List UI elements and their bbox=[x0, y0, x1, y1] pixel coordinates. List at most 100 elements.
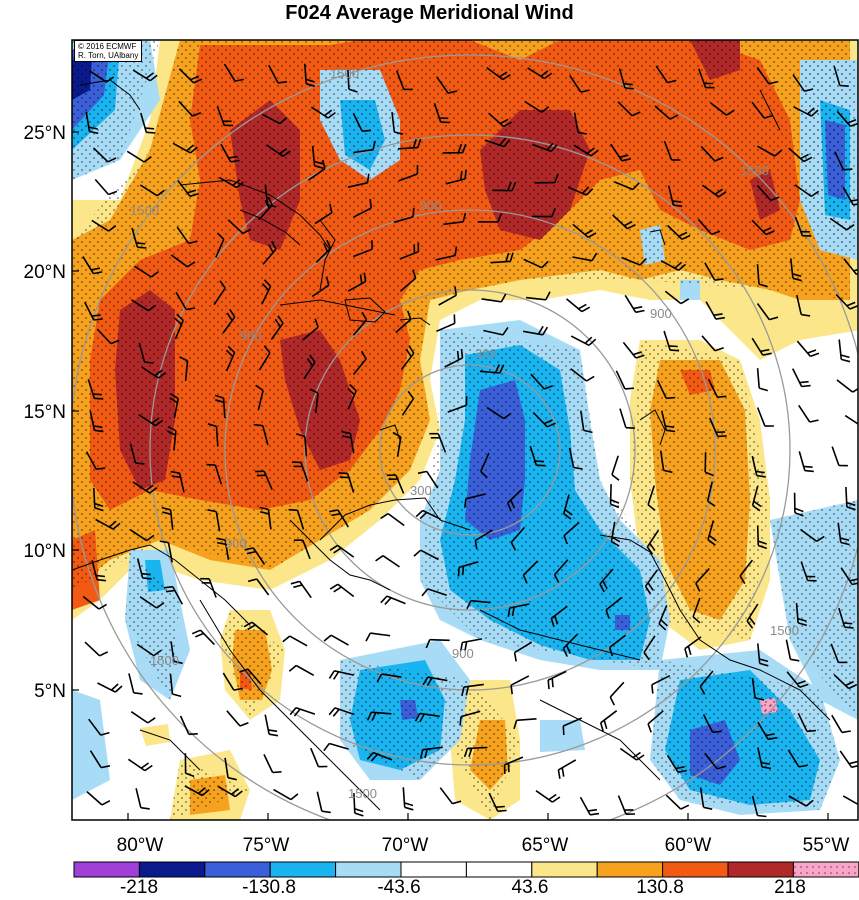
wind-barb bbox=[264, 184, 269, 205]
wind-barb-flag bbox=[167, 430, 176, 436]
wind-barb bbox=[547, 670, 567, 681]
wind-barb bbox=[695, 568, 710, 584]
wind-barb-flag bbox=[259, 506, 269, 511]
wind-barb bbox=[85, 451, 97, 470]
wind-barb bbox=[610, 521, 616, 542]
wind-barb-flag bbox=[244, 547, 254, 551]
wind-barb-flag bbox=[145, 127, 155, 130]
wind-barb bbox=[527, 67, 546, 80]
wind-barb bbox=[402, 787, 406, 808]
wind-barb-flag bbox=[669, 114, 679, 120]
wind-barb-flag bbox=[499, 118, 509, 125]
wind-barb-flag bbox=[551, 796, 561, 803]
wind-barb bbox=[295, 664, 315, 676]
wind-barb-flag bbox=[774, 149, 783, 157]
wind-barb bbox=[698, 68, 707, 88]
lon-label-80w: 80°W bbox=[117, 835, 164, 856]
wind-barb bbox=[481, 298, 502, 303]
wind-barb-flag bbox=[145, 72, 154, 79]
wind-barb-flag bbox=[841, 730, 851, 734]
wind-barb bbox=[663, 330, 671, 351]
wind-barb bbox=[757, 721, 769, 740]
contour-label: 900 bbox=[420, 198, 442, 213]
wind-barb-flag bbox=[405, 348, 412, 358]
wind-barb bbox=[647, 485, 655, 506]
wind-barb-flag bbox=[587, 808, 598, 812]
wind-barb-flag bbox=[805, 799, 814, 807]
wind-barb bbox=[609, 681, 625, 698]
wind-barb-flag bbox=[214, 394, 224, 399]
wind-barb-flag bbox=[163, 585, 173, 589]
wind-barb-flag bbox=[513, 652, 517, 662]
height-contours bbox=[72, 54, 858, 820]
wind-barb bbox=[785, 639, 792, 660]
wind-barb-flag bbox=[290, 793, 299, 801]
wind-barb-flag bbox=[564, 508, 573, 516]
wind-barb bbox=[266, 144, 284, 157]
wind-barb-flag bbox=[146, 534, 155, 542]
wind-barb bbox=[514, 641, 533, 654]
wind-barb-flag bbox=[197, 786, 206, 795]
colorbar-label: 130.8 bbox=[636, 877, 684, 898]
wind-barb-flag bbox=[135, 462, 145, 465]
wind-barb bbox=[796, 340, 812, 357]
wind-barb-flag bbox=[110, 339, 120, 345]
wind-barb-flag bbox=[264, 200, 271, 209]
wind-barb bbox=[568, 447, 575, 468]
wind-barb-flag bbox=[798, 764, 808, 768]
wind-barb-flag bbox=[546, 142, 554, 151]
wind-barb-flag bbox=[624, 387, 634, 390]
wind-barb bbox=[621, 256, 641, 266]
wind-barb-flag bbox=[667, 79, 677, 84]
wind-barb-flag bbox=[715, 316, 725, 320]
wind-barb-flag bbox=[342, 435, 352, 439]
wind-barb bbox=[530, 373, 545, 390]
wind-barb-flag bbox=[227, 776, 237, 781]
wind-barb-flag bbox=[714, 188, 724, 195]
wind-barb-flag bbox=[675, 766, 685, 770]
wind-barb-flag bbox=[755, 470, 765, 474]
wind-barb-flag bbox=[327, 111, 336, 119]
wind-barb-flag bbox=[562, 725, 565, 736]
wind-barb-flag bbox=[804, 469, 814, 473]
wind-barb-flag bbox=[809, 419, 819, 423]
wind-barb-flag bbox=[801, 313, 811, 317]
wind-barb-flag bbox=[503, 139, 511, 148]
wind-barb-flag bbox=[663, 469, 673, 474]
wind-barb-flag bbox=[762, 352, 772, 356]
wind-barb-flag bbox=[234, 78, 244, 82]
wind-barb bbox=[401, 352, 415, 370]
wind-barb bbox=[252, 547, 266, 565]
wind-barb-flag bbox=[803, 465, 813, 468]
wind-barb-flag bbox=[329, 203, 333, 213]
wind-barb bbox=[788, 147, 805, 163]
wind-barb bbox=[756, 67, 770, 85]
wind-barb bbox=[373, 751, 393, 761]
wind-barb-flag bbox=[161, 506, 171, 511]
colorbar-label: -130.8 bbox=[242, 877, 296, 898]
wind-barb-flag bbox=[170, 470, 180, 474]
wind-barb-flag bbox=[229, 308, 236, 318]
wind-barb bbox=[208, 578, 217, 598]
wind-barb-flag bbox=[843, 168, 853, 171]
wind-barb-flag bbox=[581, 186, 590, 194]
wind-barb-flag bbox=[767, 736, 778, 741]
wind-barb-flag bbox=[98, 603, 108, 610]
wind-barb bbox=[618, 68, 626, 89]
colorbar-swatch bbox=[792, 861, 859, 878]
wind-barb-flag bbox=[459, 716, 462, 726]
wind-barb bbox=[488, 792, 499, 812]
wind-barb-flag bbox=[511, 606, 515, 617]
wind-barb-flag bbox=[236, 181, 244, 189]
wind-barb-flag bbox=[624, 87, 634, 90]
wind-barb bbox=[661, 410, 667, 431]
wind-barb bbox=[304, 63, 307, 84]
wind-barb-flag bbox=[503, 121, 512, 128]
wind-barb-flag bbox=[584, 336, 593, 344]
wind-barb-flag bbox=[246, 550, 256, 555]
wind-barb-flag bbox=[513, 720, 518, 730]
wind-barb bbox=[184, 785, 203, 797]
page-title: F024 Average Meridional Wind bbox=[285, 2, 574, 24]
wind-barb-flag bbox=[137, 246, 147, 249]
lat-label-15n: 15°N bbox=[24, 402, 66, 423]
